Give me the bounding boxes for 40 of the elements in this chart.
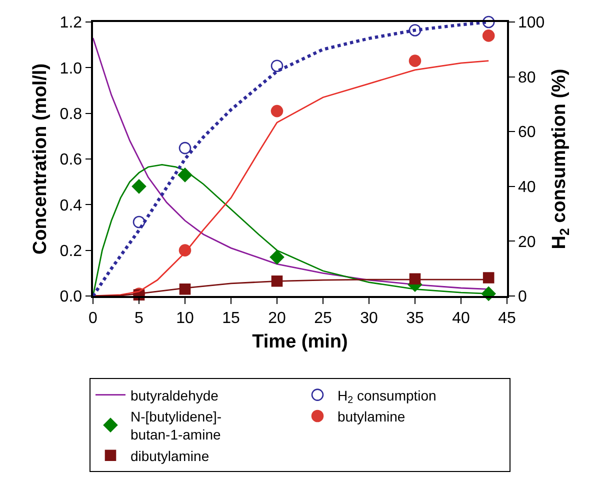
y-tick-label: 0.4 <box>60 197 82 214</box>
point <box>270 60 284 72</box>
y-tick-label: 1.0 <box>60 60 82 78</box>
point <box>270 250 284 264</box>
legend-label: dibutylamine <box>130 448 210 464</box>
y2-tick-label: 60 <box>518 124 536 142</box>
y-tick-label: 0.2 <box>60 242 82 260</box>
legend-label: butylamine <box>338 408 406 424</box>
x-tick-label: 25 <box>314 310 332 327</box>
point <box>482 16 495 28</box>
x-tick-label: 5 <box>134 310 144 327</box>
point <box>408 24 422 36</box>
y-tick-label: 0.0 <box>60 288 82 306</box>
x-tick-label: 45 <box>498 310 516 327</box>
point <box>482 30 495 42</box>
point <box>482 272 494 284</box>
x-tick-label: 40 <box>452 310 470 327</box>
legend-label: butyraldehyde <box>130 387 219 404</box>
x-tick-label: 20 <box>268 310 286 327</box>
x-tick-label: 30 <box>360 310 378 327</box>
x-tick-label: 0 <box>88 310 98 327</box>
y-tick-label: 1.2 <box>60 14 82 32</box>
y-axis-title: Concentration (mol/l) <box>30 63 52 255</box>
legend-label: H$_{2}$ consumption <box>338 387 436 406</box>
point <box>270 104 284 118</box>
x-tick-label: 35 <box>406 310 424 327</box>
y2-tick-label: 40 <box>518 179 536 196</box>
point <box>132 216 146 228</box>
x-tick-label: 10 <box>176 310 194 327</box>
x-axis-title: Time (min) <box>252 331 348 352</box>
point <box>178 142 192 154</box>
point <box>408 54 422 67</box>
y2-tick-label: 80 <box>518 69 536 86</box>
y2-tick-label: 0 <box>518 288 527 306</box>
point <box>132 179 146 194</box>
x-tick-label: 15 <box>222 310 240 327</box>
y-tick-label: 0.8 <box>60 106 82 123</box>
y2-tick-label: 20 <box>518 234 536 251</box>
y2-tick-label: 100 <box>518 14 545 32</box>
y-tick-label: 0.6 <box>60 152 82 169</box>
